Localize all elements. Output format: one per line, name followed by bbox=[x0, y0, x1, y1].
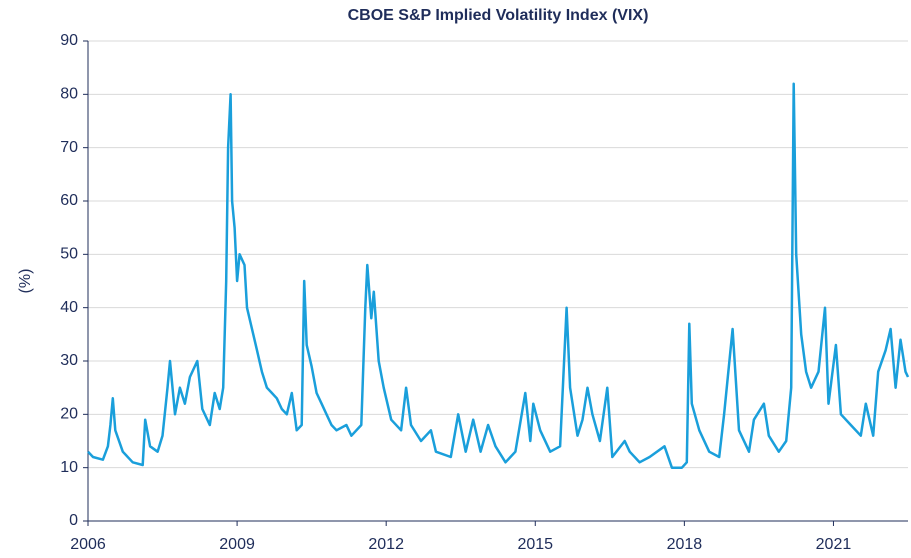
vix-line bbox=[87, 82, 910, 469]
y-tick-label: 30 bbox=[60, 352, 78, 369]
y-tick-label: 0 bbox=[69, 512, 78, 529]
x-tick-label: 2015 bbox=[517, 536, 553, 553]
x-tick-label: 2009 bbox=[219, 536, 255, 553]
y-tick-label: 40 bbox=[60, 299, 78, 316]
chart-title: CBOE S&P Implied Volatility Index (VIX) bbox=[348, 7, 649, 24]
x-tick-label: 2021 bbox=[816, 536, 852, 553]
y-tick-label: 10 bbox=[60, 459, 78, 476]
x-tick-label: 2018 bbox=[667, 536, 703, 553]
y-tick-label: 60 bbox=[60, 192, 78, 209]
y-tick-label: 90 bbox=[60, 32, 78, 49]
x-tick-label: 2006 bbox=[70, 536, 106, 553]
y-tick-label: 70 bbox=[60, 139, 78, 156]
y-tick-label: 20 bbox=[60, 406, 78, 423]
y-tick-label: 80 bbox=[60, 86, 78, 103]
x-tick-label: 2012 bbox=[368, 536, 404, 553]
y-axis-label: (%) bbox=[17, 269, 34, 294]
y-tick-label: 50 bbox=[60, 246, 78, 263]
